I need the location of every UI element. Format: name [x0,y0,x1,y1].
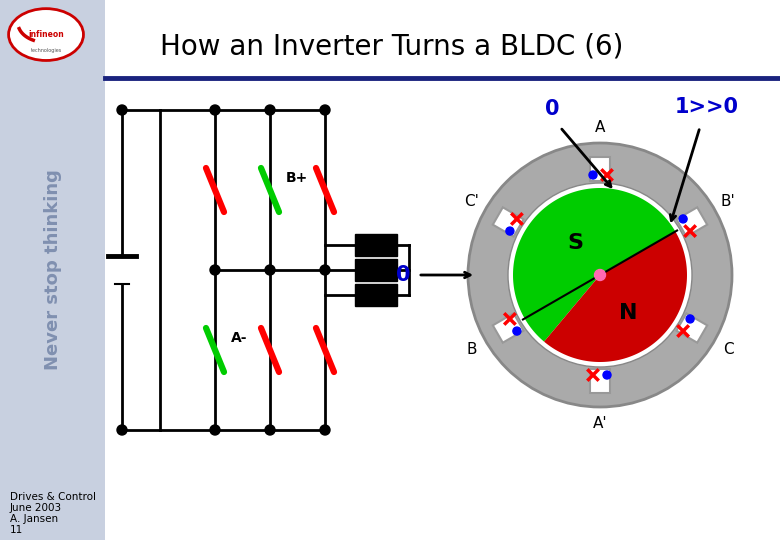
Bar [676,313,707,343]
Text: A: A [595,119,605,134]
Text: A': A' [593,415,608,430]
Circle shape [265,105,275,115]
Circle shape [506,227,514,235]
Circle shape [508,183,692,367]
Text: Never stop thinking: Never stop thinking [44,170,62,370]
Circle shape [117,425,127,435]
Bar [493,313,523,343]
Circle shape [589,171,597,179]
Text: C': C' [464,193,479,208]
Text: June 2003: June 2003 [10,503,62,513]
Bar [355,234,397,256]
Text: 1>>0: 1>>0 [675,97,739,117]
Bar [676,207,707,237]
Text: A. Jansen: A. Jansen [10,514,58,524]
Polygon shape [513,188,675,342]
Bar [590,369,610,393]
Circle shape [468,143,732,407]
Bar [493,207,523,237]
Text: infineon: infineon [28,30,64,39]
Bar [355,259,397,281]
Circle shape [265,425,275,435]
Circle shape [265,265,275,275]
Text: N: N [619,303,637,323]
Text: C: C [723,341,733,356]
Circle shape [679,215,687,223]
Text: Drives & Control: Drives & Control [10,492,96,502]
Circle shape [513,327,521,335]
Bar [355,284,397,306]
Text: 0: 0 [396,265,410,285]
Circle shape [320,105,330,115]
Text: technologies: technologies [30,48,62,53]
Circle shape [210,265,220,275]
Text: How an Inverter Turns a BLDC (6): How an Inverter Turns a BLDC (6) [160,33,623,61]
Text: B: B [466,341,477,356]
Text: B+: B+ [286,171,308,185]
Circle shape [10,10,82,59]
Circle shape [320,265,330,275]
Text: 0: 0 [545,99,559,119]
Circle shape [210,425,220,435]
Circle shape [320,425,330,435]
Circle shape [594,269,605,280]
Circle shape [686,315,694,323]
Circle shape [210,105,220,115]
Text: B': B' [721,193,736,208]
Text: S: S [567,233,583,253]
Polygon shape [544,232,687,362]
Text: A-: A- [231,331,247,345]
Bar [590,157,610,181]
Circle shape [117,105,127,115]
Circle shape [603,371,611,379]
Text: 11: 11 [10,525,23,535]
